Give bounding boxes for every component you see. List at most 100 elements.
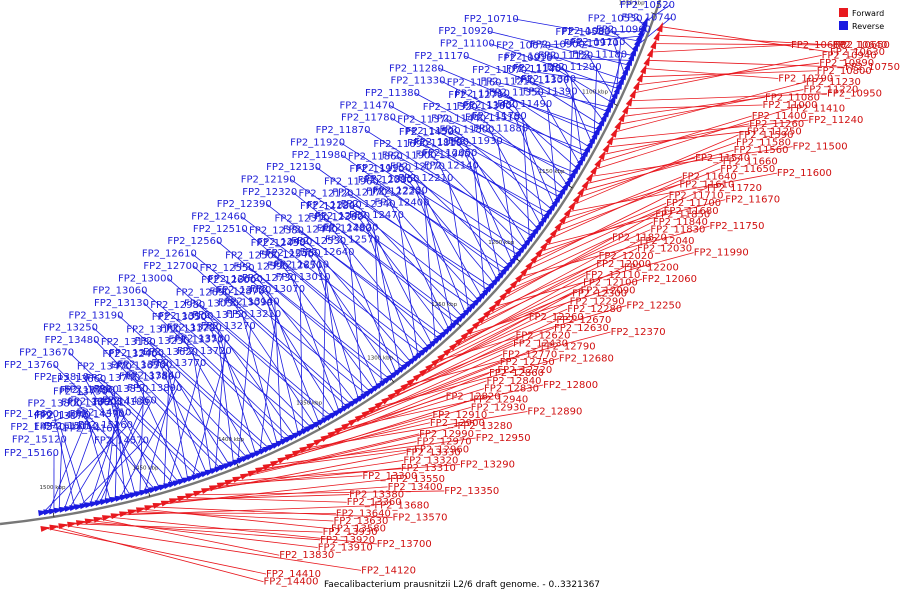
gene-leader-line (380, 319, 557, 405)
gene-label: FP2_11250 (747, 126, 802, 137)
gene-leader-line (540, 210, 664, 252)
gene-label: FP2_13320 (403, 455, 458, 466)
gene-label: FP2_11210 (481, 76, 536, 87)
forward-gene-feature (93, 516, 104, 523)
forward-gene-feature (313, 438, 324, 446)
forward-gene-feature (361, 409, 372, 418)
gene-leader-line (554, 168, 721, 233)
gene-labels: FP2_10520FP2_10530FP2_10580FP2_10670FP2_… (4, 0, 900, 588)
gene-leader-line (630, 93, 828, 102)
reverse-gene-feature (69, 505, 80, 512)
gene-label: FP2_13630 (333, 516, 388, 527)
gene-leader-line (498, 94, 599, 130)
gene-label: FP2_13700 (377, 539, 432, 550)
gene-label: FP2_13300 (362, 471, 417, 482)
gene-leader-line (143, 302, 286, 441)
forward-gene-feature (291, 449, 303, 457)
legend-forward-label: Forward (852, 9, 884, 18)
gene-label: FP2_13870 (34, 411, 89, 422)
gene-label: FP2_11330 (390, 76, 445, 87)
gene-label: FP2_13570 (393, 512, 448, 523)
reverse-gene-feature (94, 500, 106, 507)
reverse-gene-feature (84, 502, 95, 509)
gene-label: FP2_12250 (626, 301, 681, 312)
gene-label: FP2_12380 (249, 226, 304, 237)
gene-label: FP2_14400 (264, 577, 319, 588)
kbp-tick (391, 378, 395, 383)
gene-leader-line (48, 426, 85, 512)
reverse-gene-feature (635, 31, 643, 42)
gene-label: FP2_11240 (808, 115, 863, 126)
gene-label: FP2_13140 (225, 296, 280, 307)
gene-label: FP2_11560 (734, 145, 789, 156)
gene-label: FP2_13020 (216, 285, 271, 296)
gene-leader-line (448, 131, 563, 194)
gene-label: FP2_13670 (19, 347, 74, 358)
gene-leader-line (644, 68, 779, 79)
reverse-gene-feature (139, 489, 150, 496)
reverse-gene-feature (284, 435, 295, 443)
forward-gene-feature (320, 434, 331, 443)
forward-gene-feature (299, 445, 310, 454)
gene-leader-line (267, 302, 299, 434)
gene-label: FP2_12210 (398, 173, 453, 184)
gene-label: FP2_12550 (200, 263, 255, 274)
gene-label: FP2_11880 (473, 124, 528, 135)
gene-leader-line (94, 400, 153, 504)
gene-label: FP2_13150 (192, 310, 247, 321)
gene-label: FP2_11340 (521, 74, 576, 85)
gene-label: FP2_13000 (118, 273, 173, 284)
gene-leader-line (454, 282, 584, 346)
forward-gene-feature (602, 142, 610, 153)
gene-leader-line (341, 154, 504, 274)
gene-leader-line (563, 80, 593, 143)
gene-label: FP2_10990 (504, 52, 559, 63)
gene-label: FP2_15160 (4, 448, 59, 459)
kbp-tick-label: 1400 kbp (218, 437, 244, 443)
gene-label: FP2_12360 (308, 212, 363, 223)
reverse-gene-feature (630, 46, 637, 57)
forward-gene-feature (636, 72, 644, 83)
gene-label: FP2_11870 (316, 125, 371, 136)
forward-gene-feature (594, 157, 602, 168)
gene-leader-line (107, 516, 377, 545)
gene-label: FP2_10680 (791, 40, 846, 51)
gene-label: FP2_10750 (845, 62, 900, 73)
forward-gene-feature (577, 186, 586, 197)
reverse-gene-feature (186, 475, 198, 482)
gene-leader-line (268, 437, 476, 466)
reverse-gene-feature (89, 501, 101, 508)
gene-label: FP2_12830 (484, 384, 539, 395)
gene-leader-line (59, 427, 86, 506)
gene-label: FP2_13920 (320, 535, 375, 546)
gene-label: FP2_11370 (397, 115, 452, 126)
gene-label: FP2_12430 (513, 338, 568, 349)
gene-label: FP2_12240 (307, 200, 362, 211)
reverse-gene-feature (182, 477, 193, 484)
gene-label: FP2_12030 (637, 243, 692, 254)
gene-label: FP2_13860 (61, 398, 116, 409)
gene-leader-line (167, 277, 328, 419)
gene-label: FP2_11860 (348, 152, 403, 163)
forward-gene-feature (656, 21, 663, 33)
gene-label: FP2_12080 (358, 175, 413, 186)
gene-leader-line (63, 425, 95, 510)
gene-label: FP2_14410 (266, 569, 321, 580)
gene-label: FP2_11270 (448, 90, 503, 101)
reverse-gene-feature (598, 116, 606, 127)
reverse-gene-feature (615, 79, 623, 90)
forward-gene-feature (216, 482, 228, 489)
gene-leader-line (554, 56, 623, 80)
forward-gene-feature (563, 207, 572, 218)
reverse-gene-feature (64, 506, 75, 512)
forward-gene-feature (650, 38, 657, 50)
reverse-gene-feature (639, 21, 647, 32)
gene-leader-line (163, 376, 170, 487)
kbp-tick (317, 425, 321, 430)
gene-label: FP2_13900 (68, 396, 123, 407)
gene-leader-line (520, 225, 710, 278)
gene-leader-line (290, 179, 473, 308)
reverse-gene-feature (236, 457, 248, 464)
gene-leader-line (85, 414, 111, 501)
reverse-gene-feature (214, 466, 225, 473)
